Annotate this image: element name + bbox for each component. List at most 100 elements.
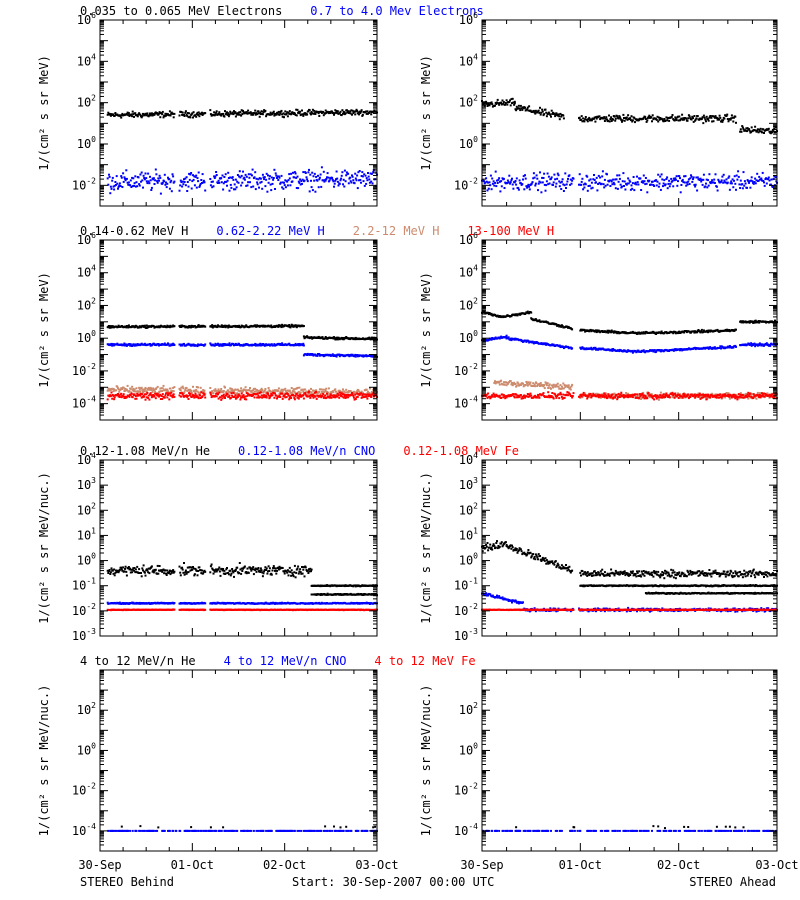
data-point [250,186,253,189]
data-point [746,186,748,189]
data-point [554,114,557,116]
data-point [165,326,168,329]
data-point [360,392,362,395]
data-point [526,382,529,385]
data-point [582,188,585,191]
data-point [519,109,522,112]
data-point [730,114,733,117]
data-point [329,393,332,396]
data-point [607,331,610,334]
data-point [238,394,241,397]
data-point [533,111,536,114]
data-point [614,187,617,190]
data-point [599,176,602,179]
data-point [610,329,613,332]
data-point [183,115,186,117]
data-point [700,330,703,333]
data-point [139,394,142,397]
data-point [680,117,683,120]
data-point [193,394,196,397]
data-point [546,172,549,175]
data-point [258,115,261,118]
data-point [740,130,743,133]
data-point [167,176,169,179]
data-point [220,181,223,184]
data-point [741,187,744,190]
data-point [702,173,705,176]
data-point [251,174,253,177]
data-point [293,398,296,401]
data-point [553,384,556,387]
data-point [558,344,561,347]
data-point [661,178,664,181]
data-point [663,179,666,182]
data-point [518,179,521,182]
data-point [767,178,770,181]
data-point [111,397,114,400]
data-point [194,114,197,117]
data-point [222,343,225,346]
data-point [627,182,630,185]
data-point [220,325,223,328]
data-point [703,116,706,119]
data-point [160,387,163,390]
data-point [267,387,270,389]
data-point [290,397,293,399]
data-point [168,326,171,329]
data-point [272,111,275,114]
data-point [301,182,303,185]
data-point [269,394,272,397]
data-point [658,182,661,185]
data-point [171,396,174,399]
data-point [240,109,243,112]
data-point [307,110,310,113]
data-point [240,387,243,390]
data-point [313,172,316,175]
data-point [534,385,537,388]
data-point [365,395,368,398]
data-point [260,180,263,183]
data-point [555,383,558,386]
data-point [331,354,334,357]
data-point [756,128,759,131]
data-point [311,112,314,115]
data-point [593,116,596,119]
data-point [232,113,235,116]
data-point [328,179,331,182]
data-point [750,130,753,133]
data-point [509,337,512,340]
data-point [358,179,360,182]
data-point [279,390,282,393]
data-point [218,111,221,114]
data-point [597,183,600,185]
data-point [262,176,265,179]
data-point [528,105,531,108]
data-point [333,112,336,115]
data-point [612,178,615,181]
data-point [765,342,768,345]
data-point [659,188,662,191]
data-point [134,390,137,393]
data-point [143,178,146,181]
panel-title: 0.035 to 0.065 MeV Electrons 0.7 to 4.0 M… [80,4,484,18]
data-point [525,340,528,343]
data-point [657,173,660,176]
data-point [653,185,656,187]
data-point [599,396,602,399]
data-point [712,120,715,123]
data-point [746,127,749,130]
data-point [286,115,289,118]
data-point [696,115,699,118]
data-point [159,390,162,393]
y-tick-label: 106 [459,11,478,27]
data-point [367,390,369,393]
data-point [126,181,129,184]
data-point [341,109,344,112]
data-point [521,108,524,111]
data-point [271,394,274,397]
data-point [124,387,126,390]
data-point [129,179,132,182]
data-point [149,393,151,396]
data-point [288,173,291,176]
data-point [532,109,535,112]
